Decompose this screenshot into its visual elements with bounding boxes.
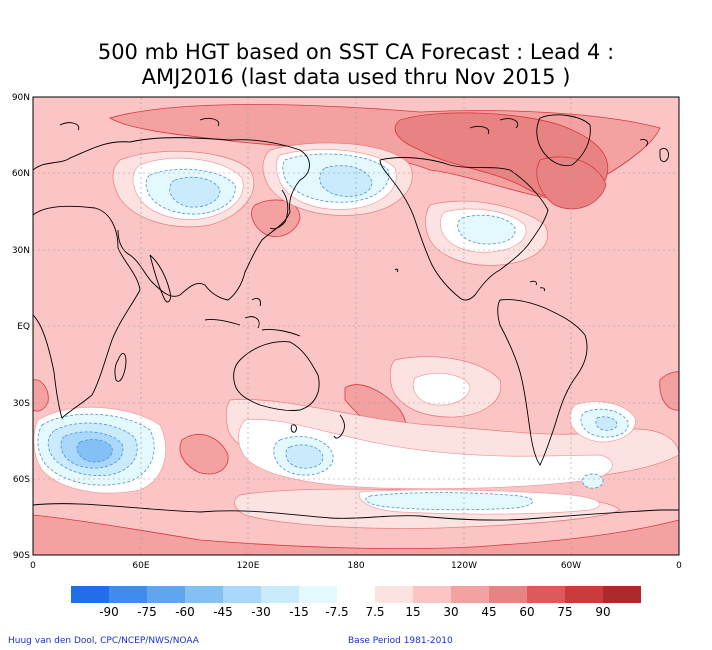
negative-anomaly-north-pacific-west-core	[169, 176, 221, 208]
lon-label-60e: 60E	[132, 561, 149, 571]
map-title-line2: AMJ2016 (last data used thru Nov 2015 )	[141, 65, 571, 89]
colorbar-label-7: 7.5	[365, 605, 384, 619]
coastline-madagascar	[114, 353, 127, 382]
coastlines	[33, 114, 679, 521]
colorbar-label-3: -45	[213, 605, 233, 619]
coastline-new-zealand	[333, 414, 345, 439]
negative-anomaly-north-pacific-east-core	[319, 165, 373, 197]
coastline-arctic-islands	[59, 117, 519, 135]
colorbar-swatch-5	[261, 586, 299, 603]
colorbar-label-9: 30	[443, 605, 458, 619]
colorbar-swatch-4	[223, 586, 261, 603]
colorbar-swatch-8	[375, 586, 413, 603]
colorbar-label-4: -30	[251, 605, 271, 619]
coastline-eurasia	[33, 137, 310, 301]
colorbar-label-8: 15	[405, 605, 420, 619]
colorbar-swatch-12	[527, 586, 565, 603]
negative-anomaly-australia-south-core	[285, 444, 324, 469]
colorbar-label-12: 75	[557, 605, 572, 619]
colorbar-label-10: 45	[481, 605, 496, 619]
colorbar	[71, 586, 641, 603]
coastline-greenland	[536, 114, 591, 167]
negative-anomaly-south-america-tip	[581, 473, 604, 489]
negative-anomaly-south-atlantic-core	[595, 416, 618, 431]
neutral-south-pacific	[412, 373, 471, 406]
map-frame	[32, 96, 680, 556]
lat-label-90s: 90S	[13, 551, 30, 561]
colorbar-swatch-6	[299, 586, 337, 603]
colorbar-label-11: 60	[519, 605, 534, 619]
coastline-small-islands	[394, 268, 546, 292]
coastline-africa	[33, 205, 141, 419]
base-period-text: Base Period 1981-2010	[348, 636, 453, 646]
colorbar-swatch-11	[489, 586, 527, 603]
map-grid	[33, 97, 679, 555]
colorbar-swatch-0	[71, 586, 109, 603]
lat-label-30n: 30N	[12, 246, 30, 256]
colorbar-label-5: -15	[289, 605, 309, 619]
coastline-indonesia	[204, 297, 301, 337]
map-title-line1: 500 mb HGT based on SST CA Forecast : Le…	[97, 40, 615, 64]
positive-anomaly-east-atlantic-south	[659, 371, 679, 411]
colorbar-label-6: -7.5	[325, 605, 348, 619]
positive-anomaly-antarctic-band	[33, 514, 679, 555]
colorbar-label-13: 90	[595, 605, 610, 619]
lat-label-30s: 30S	[13, 399, 30, 409]
coastline-antarctica	[33, 503, 679, 521]
negative-anomaly-north-america	[457, 214, 516, 245]
coastline-japan	[269, 189, 289, 230]
lon-label-0-right: 0	[676, 561, 682, 571]
colorbar-swatch-3	[185, 586, 223, 603]
coastline-india	[149, 254, 171, 303]
colorbar-label-2: -60	[175, 605, 195, 619]
coastline-north-america	[379, 157, 549, 301]
colorbar-labels: -90 -75 -60 -45 -30 -15 -7.5 7.5 15 30 45 60 75 90	[99, 605, 610, 619]
lon-label-60w: 60W	[561, 561, 581, 571]
colorbar-swatch-13	[565, 586, 603, 603]
lat-label-60n: 60N	[12, 169, 30, 179]
lat-label-eq: EQ	[17, 322, 30, 332]
coastline-tasmania	[290, 424, 297, 433]
colorbar-swatch-1	[109, 586, 147, 603]
lat-label-60s: 60S	[13, 475, 30, 485]
positive-anomaly-indian-ocean-south	[179, 433, 229, 475]
lat-label-90n: 90N	[12, 93, 30, 103]
lon-label-180: 180	[347, 561, 364, 571]
lon-label-0-left: 0	[30, 561, 36, 571]
colorbar-swatch-7	[337, 586, 375, 603]
lon-label-120w: 120W	[451, 561, 477, 571]
colorbar-label-0: -90	[99, 605, 119, 619]
lon-label-120e: 120E	[237, 561, 260, 571]
credit-text: Huug van den Dool, CPC/NCEP/NWS/NOAA	[8, 636, 199, 646]
coastline-south-america	[497, 299, 588, 466]
coastline-british-isles	[639, 139, 669, 163]
negative-anomaly-south-indian-ocean-core	[76, 439, 113, 463]
colorbar-swatch-14	[603, 586, 641, 603]
colorbar-swatch-9	[413, 586, 451, 603]
colorbar-label-1: -75	[137, 605, 157, 619]
negative-anomaly-antarctic	[365, 492, 533, 511]
coastline-australia	[233, 341, 320, 411]
colorbar-swatch-2	[147, 586, 185, 603]
colorbar-swatch-10	[451, 586, 489, 603]
